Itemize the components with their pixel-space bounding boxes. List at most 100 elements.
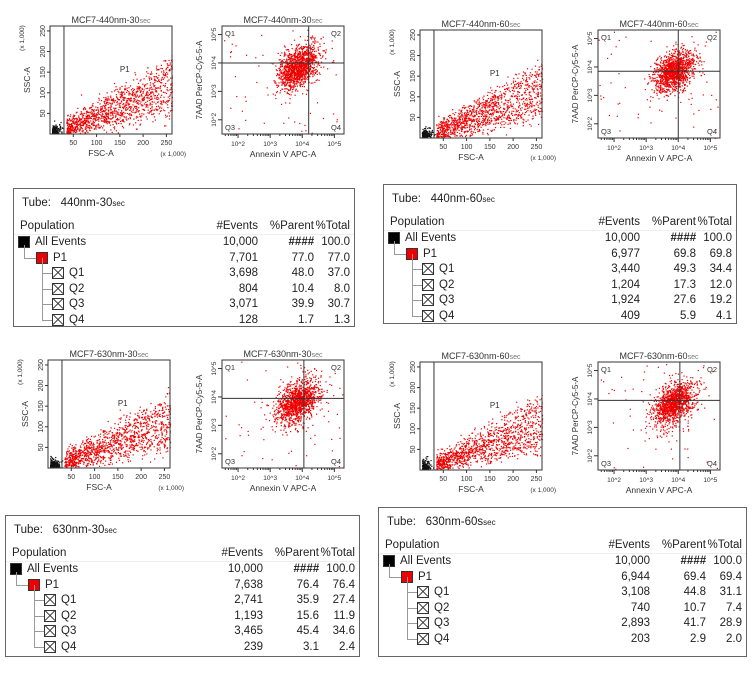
event-point (421, 134, 424, 136)
event-point (503, 84, 506, 87)
event-point (313, 74, 315, 76)
y-tick-label: 200 (40, 46, 47, 58)
event-point (308, 70, 310, 72)
event-point (293, 81, 295, 83)
event-point (135, 100, 138, 103)
table-row[interactable]: All Events 10,000 #### 100.0 (14, 235, 354, 250)
event-point (681, 79, 683, 82)
event-point (439, 135, 441, 137)
event-point (121, 91, 123, 93)
event-point (662, 88, 664, 90)
event-point (135, 117, 137, 119)
table-row[interactable]: Q4 128 1.7 1.3 (14, 304, 354, 328)
event-point (637, 117, 639, 119)
event-point (101, 116, 103, 118)
event-point (421, 135, 424, 137)
event-point (484, 104, 486, 106)
event-point (529, 102, 531, 104)
event-point (537, 93, 539, 96)
event-point (521, 103, 524, 105)
event-point (115, 123, 118, 125)
event-point (675, 58, 677, 60)
event-point (314, 69, 316, 71)
event-point (293, 62, 295, 65)
event-point (289, 89, 291, 91)
event-point (494, 118, 497, 120)
event-point (689, 64, 692, 66)
event-point (94, 115, 96, 117)
event-point (162, 109, 165, 111)
event-point (156, 98, 158, 101)
event-point (105, 122, 107, 124)
event-point (444, 121, 446, 123)
event-point (531, 101, 534, 103)
event-point (78, 118, 81, 120)
event-point (126, 98, 128, 100)
event-point (279, 66, 281, 68)
event-point (167, 64, 169, 66)
event-point (290, 80, 292, 82)
event-point (165, 125, 167, 127)
event-point (97, 112, 99, 114)
event-point (117, 103, 119, 105)
event-point (99, 118, 101, 120)
event-point (448, 125, 450, 127)
event-point (304, 53, 306, 55)
event-point (439, 123, 441, 126)
event-point (508, 106, 510, 109)
event-point (608, 114, 611, 117)
event-point (97, 119, 99, 121)
event-point (136, 86, 138, 88)
event-point (303, 63, 305, 66)
event-point (280, 60, 282, 62)
event-point (298, 59, 301, 61)
event-point (461, 112, 463, 114)
event-point (295, 88, 297, 91)
event-point (313, 54, 315, 56)
event-point (87, 120, 89, 123)
event-point (431, 131, 433, 133)
table-row[interactable]: P1 7,701 77.0 77.0 (14, 244, 354, 266)
event-point (478, 116, 480, 118)
event-point (471, 125, 473, 127)
event-point (460, 122, 462, 125)
event-point (422, 133, 424, 135)
table-row[interactable]: Q2 804 10.4 8.0 (14, 273, 354, 297)
event-point (59, 131, 61, 133)
event-point (470, 128, 472, 130)
event-point (668, 62, 670, 64)
event-point (534, 112, 536, 114)
table-row[interactable]: Q3 3,071 39.9 30.7 (14, 289, 354, 312)
event-point (71, 129, 73, 131)
event-point (125, 109, 127, 111)
event-point (70, 125, 72, 127)
event-point (82, 108, 85, 111)
event-point (522, 121, 524, 123)
event-point (650, 65, 652, 68)
event-point (86, 115, 88, 118)
event-point (68, 118, 71, 121)
event-point (62, 127, 64, 129)
event-point (469, 105, 472, 107)
event-point (531, 88, 533, 90)
event-point (122, 97, 125, 99)
table-row[interactable]: Q1 3,698 48.0 37.0 (14, 258, 354, 281)
event-point (675, 81, 678, 83)
event-point (540, 110, 542, 112)
event-point (496, 106, 498, 108)
event-point (102, 120, 104, 122)
event-point (138, 87, 141, 90)
event-point (158, 79, 160, 81)
y-tick-label: 10^4 (211, 56, 218, 70)
event-point (674, 80, 676, 83)
event-point (485, 122, 487, 124)
event-point (493, 97, 495, 99)
event-point (167, 80, 169, 82)
event-point (162, 101, 164, 103)
event-point (284, 51, 286, 53)
event-point (303, 74, 306, 76)
event-point (153, 76, 155, 78)
event-point (691, 63, 693, 65)
event-point (288, 81, 290, 84)
event-point (506, 84, 509, 86)
